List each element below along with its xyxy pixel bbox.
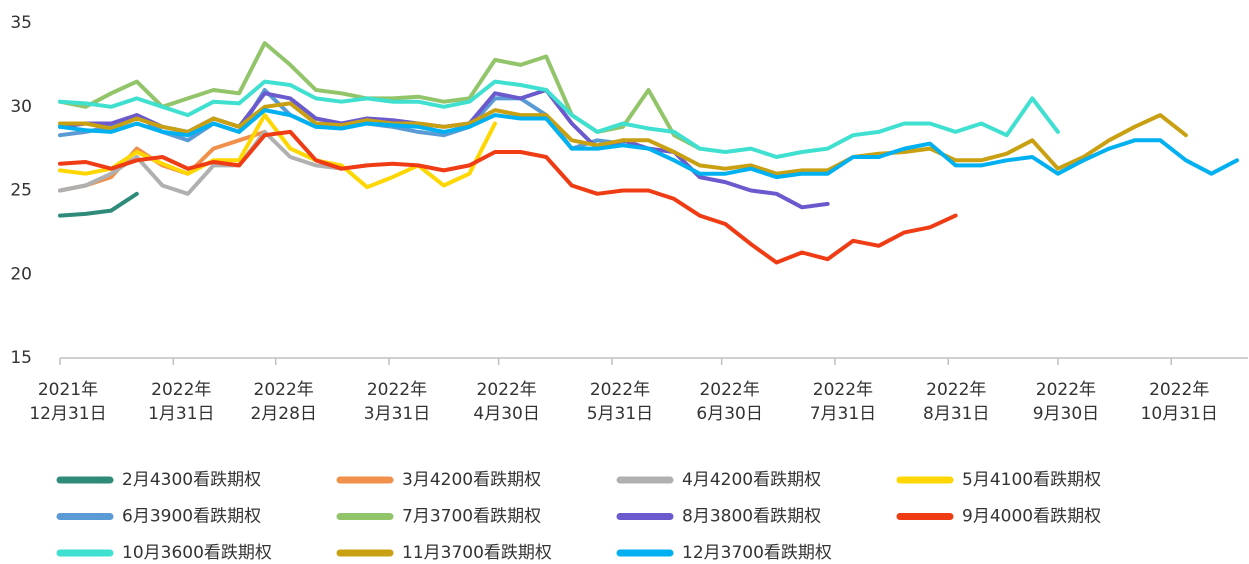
x-tick-label-line: 12月31日	[29, 404, 106, 424]
series-line	[58, 101, 1188, 176]
legend-label: 12月3700看跌期权	[682, 543, 832, 563]
y-tick-label: 35	[10, 13, 32, 33]
x-tick-label: 2022年 9月30日	[1033, 380, 1099, 424]
legend-label: 9月4000看跌期权	[962, 507, 1101, 527]
y-tick-label: 20	[10, 264, 32, 284]
legend-label: 10月3600看跌期权	[122, 543, 272, 563]
x-tick-label: 2022年 3月31日	[364, 380, 430, 424]
x-tick-label: 2022年 4月30日	[473, 380, 539, 424]
x-tick-label: 2022年 5月31日	[587, 380, 653, 424]
x-tick-label-line: 10月31日	[1141, 404, 1218, 424]
legend-label: 8月3800看跌期权	[682, 507, 821, 527]
x-tick-label-line: 8月31日	[923, 404, 989, 424]
y-tick-label: 25	[10, 181, 32, 201]
x-tick-label-line: 4月30日	[473, 404, 539, 424]
legend-item: 8月3800看跌期权	[616, 507, 821, 527]
legend-label: 4月4200看跌期权	[682, 470, 821, 490]
x-tick-label: 2022年 7月31日	[810, 380, 876, 424]
legend-item: 5月4100看跌期权	[896, 470, 1101, 490]
x-tick-label-line: 2022年	[699, 380, 759, 400]
legend-label: 2月4300看跌期权	[122, 470, 261, 490]
x-tick-label-line: 2022年	[1149, 380, 1209, 400]
x-tick-label-line: 1月31日	[148, 404, 214, 424]
y-tick-label: 30	[10, 97, 32, 117]
legend-item: 10月3600看跌期权	[56, 543, 272, 563]
x-tick-label-line: 2022年	[1036, 380, 1096, 400]
x-tick-label-line: 2022年	[477, 380, 537, 400]
legend-label: 6月3900看跌期权	[122, 507, 261, 527]
x-tick-label-line: 2月28日	[250, 404, 316, 424]
x-tick-label-line: 6月30日	[696, 404, 762, 424]
x-tick-label: 2022年 2月28日	[250, 380, 316, 424]
x-tick-label: 2022年 6月30日	[696, 380, 762, 424]
x-tick-label: 2022年 1月31日	[148, 380, 214, 424]
x-tick-label-line: 7月31日	[810, 404, 876, 424]
x-tick-label-line: 2022年	[151, 380, 211, 400]
x-tick-label-line: 3月31日	[364, 404, 430, 424]
x-tick-label-line: 2022年	[813, 380, 873, 400]
legend-item: 2月4300看跌期权	[56, 470, 261, 490]
legend-item: 12月3700看跌期权	[616, 543, 832, 563]
x-tick-label: 2022年 10月31日	[1141, 380, 1218, 424]
y-tick-label: 15	[10, 348, 32, 368]
x-tick-label-line: 9月30日	[1033, 404, 1099, 424]
legend-item: 6月3900看跌期权	[56, 507, 261, 527]
series-line	[58, 191, 139, 218]
x-tick-label-line: 5月31日	[587, 404, 653, 424]
legend-item: 7月3700看跌期权	[336, 507, 541, 527]
legend-item: 3月4200看跌期权	[336, 470, 541, 490]
legend-item: 11月3700看跌期权	[336, 543, 552, 563]
x-tick-label-line: 2022年	[367, 380, 427, 400]
x-tick-label-line: 2022年	[254, 380, 314, 400]
x-tick-label-line: 2022年	[926, 380, 986, 400]
series-line	[58, 129, 958, 265]
x-tick-label: 2022年 8月31日	[923, 380, 989, 424]
x-tick-label: 2021年 12月31日	[29, 380, 106, 424]
series-line	[58, 41, 702, 151]
legend-label: 3月4200看跌期权	[402, 470, 541, 490]
x-tick-label-line: 2022年	[590, 380, 650, 400]
legend-item: 4月4200看跌期权	[616, 470, 821, 490]
series-line	[58, 129, 370, 196]
legend-item: 9月4000看跌期权	[896, 507, 1101, 527]
x-tick-label-line: 2021年	[38, 380, 98, 400]
series-line	[58, 79, 1060, 159]
legend-label: 7月3700看跌期权	[402, 507, 541, 527]
legend-label: 5月4100看跌期权	[962, 470, 1101, 490]
series-line	[58, 108, 1239, 180]
legend-label: 11月3700看跌期权	[402, 543, 552, 563]
